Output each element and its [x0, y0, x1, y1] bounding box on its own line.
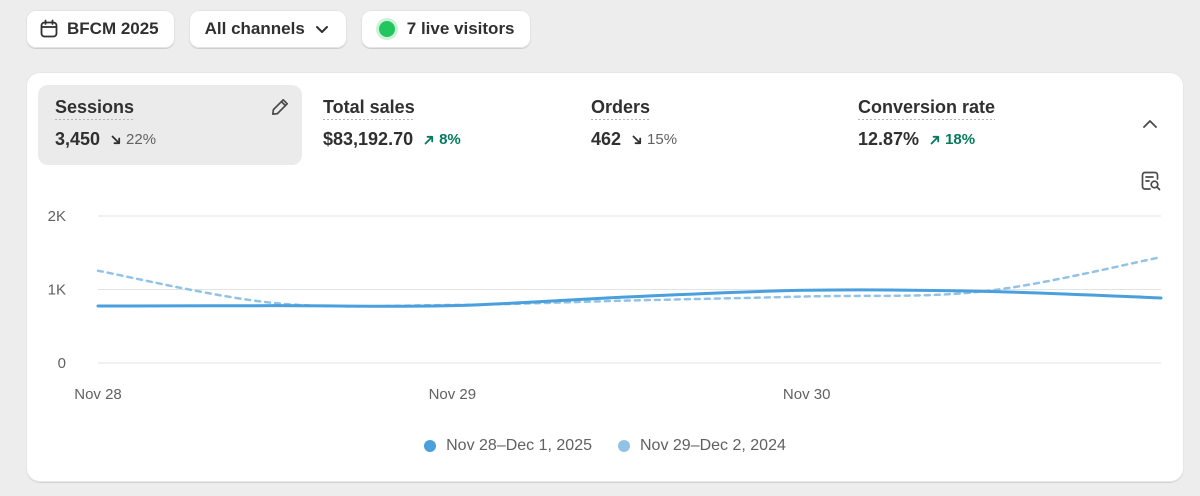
legend-item-current[interactable]: Nov 28–Dec 1, 2025: [424, 437, 592, 455]
chevron-up-icon[interactable]: [1140, 114, 1160, 134]
metric-value: 3,450: [55, 129, 101, 149]
series-line-previous: [96, 255, 1163, 308]
metric-label: Conversion rate: [858, 97, 996, 120]
metric-change: 22%: [110, 131, 156, 148]
chart-legend: Nov 28–Dec 1, 2025 Nov 29–Dec 2, 2024: [26, 437, 1184, 455]
metric-change-value: 8%: [439, 131, 461, 148]
pencil-icon[interactable]: [270, 97, 290, 117]
live-status-icon: [378, 21, 395, 37]
calendar-icon: [40, 19, 58, 38]
metric-label: Total sales: [323, 97, 415, 120]
metric-value: 462: [591, 129, 622, 149]
x-tick-label: Nov 30: [783, 386, 831, 403]
legend-item-previous[interactable]: Nov 29–Dec 2, 2024: [618, 437, 786, 455]
x-tick-label: Nov 29: [429, 386, 477, 403]
metric-change: 18%: [929, 131, 975, 148]
series-line-current: [96, 288, 1163, 308]
y-tick-label: 2K: [48, 208, 66, 225]
metric-change: 15%: [631, 131, 677, 148]
analytics-card: Sessions 3,450 22% Total sales $83,192.7…: [26, 72, 1184, 482]
legend-label-current: Nov 28–Dec 1, 2025: [446, 437, 592, 454]
metric-label: Sessions: [55, 97, 135, 120]
filter-bar: BFCM 2025 All channels 7 live visitors: [26, 10, 531, 48]
metric-change-value: 15%: [647, 131, 678, 148]
x-tick-label: Nov 28: [74, 386, 122, 403]
channel-filter-label: All channels: [204, 19, 305, 38]
y-tick-label: 1K: [48, 282, 66, 299]
arrow-up-right-icon: [424, 135, 434, 144]
legend-label-previous: Nov 29–Dec 2, 2024: [640, 437, 786, 454]
date-range-button[interactable]: BFCM 2025: [26, 10, 175, 48]
arrow-up-right-icon: [930, 135, 940, 144]
chevron-down-icon: [315, 26, 328, 33]
legend-dot-previous: [618, 440, 630, 452]
metric-tab-sessions[interactable]: Sessions 3,450 22%: [38, 85, 302, 165]
metric-change-value: 18%: [945, 131, 976, 148]
metric-change-value: 22%: [126, 131, 157, 148]
channel-filter-button[interactable]: All channels: [188, 10, 347, 48]
metric-tab-orders[interactable]: Orders 462 15%: [574, 85, 838, 165]
metric-change: 8%: [423, 131, 461, 148]
arrow-down-right-icon: [632, 135, 642, 144]
live-visitors-label: 7 live visitors: [406, 19, 515, 38]
sessions-line-chart: 0 1K 2K Nov 28 Nov 29 Nov 30: [48, 208, 1163, 403]
metric-tab-total-sales[interactable]: Total sales $83,192.70 8%: [306, 85, 570, 165]
arrow-down-right-icon: [111, 135, 121, 144]
date-range-label: BFCM 2025: [67, 19, 159, 38]
metric-tab-conversion-rate[interactable]: Conversion rate 12.87% 18%: [841, 85, 1105, 165]
metric-label: Orders: [591, 97, 651, 120]
y-tick-label: 0: [58, 355, 66, 372]
legend-dot-current: [424, 440, 437, 452]
live-visitors-button[interactable]: 7 live visitors: [360, 10, 531, 48]
metric-value: $83,192.70: [323, 129, 414, 149]
metric-value: 12.87%: [858, 129, 920, 149]
analyze-report-icon[interactable]: [1140, 170, 1162, 192]
